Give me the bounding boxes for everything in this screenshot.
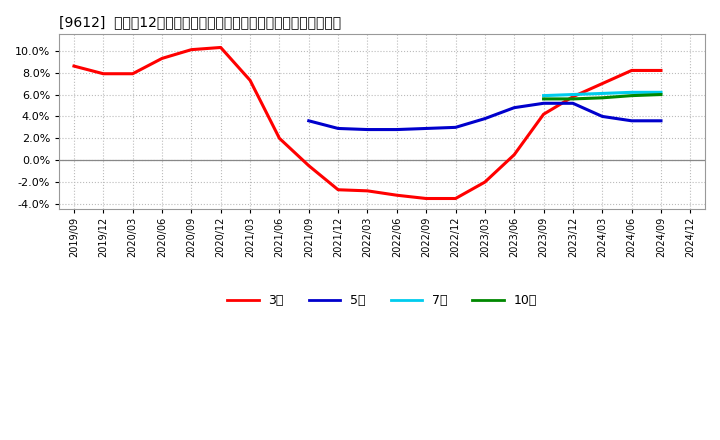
Text: [9612]  売上高12か月移動合計の対前年同期増減率の平均値の推移: [9612] 売上高12か月移動合計の対前年同期増減率の平均値の推移 [59, 15, 341, 29]
Legend: 3年, 5年, 7年, 10年: 3年, 5年, 7年, 10年 [222, 289, 542, 312]
